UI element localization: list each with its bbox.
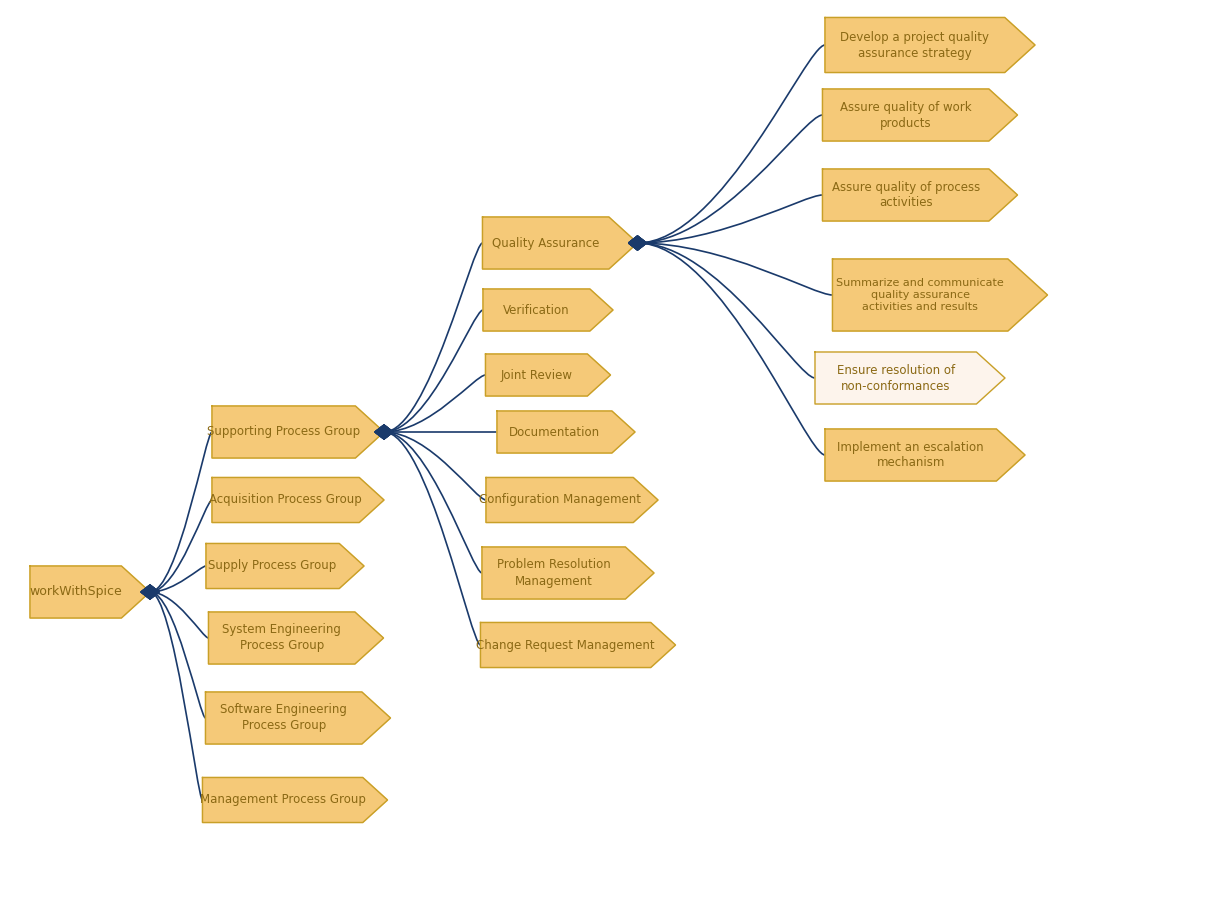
Text: Management Process Group: Management Process Group bbox=[199, 794, 366, 806]
Polygon shape bbox=[375, 425, 393, 439]
Polygon shape bbox=[486, 477, 658, 523]
Polygon shape bbox=[375, 425, 393, 439]
Polygon shape bbox=[375, 425, 393, 439]
Text: Configuration Management: Configuration Management bbox=[479, 494, 641, 506]
Polygon shape bbox=[629, 236, 647, 250]
Polygon shape bbox=[212, 477, 384, 523]
Polygon shape bbox=[482, 547, 654, 599]
Polygon shape bbox=[141, 585, 159, 599]
Polygon shape bbox=[629, 236, 647, 250]
Polygon shape bbox=[206, 692, 390, 744]
Text: Assure quality of work
products: Assure quality of work products bbox=[840, 101, 972, 130]
Text: Joint Review: Joint Review bbox=[501, 369, 573, 381]
Polygon shape bbox=[629, 236, 647, 250]
Polygon shape bbox=[483, 289, 613, 331]
Text: System Engineering
Process Group: System Engineering Process Group bbox=[223, 623, 342, 652]
Text: Software Engineering
Process Group: Software Engineering Process Group bbox=[220, 703, 347, 732]
Polygon shape bbox=[141, 585, 159, 599]
Polygon shape bbox=[203, 777, 388, 823]
Text: Supply Process Group: Supply Process Group bbox=[208, 560, 337, 573]
Polygon shape bbox=[30, 566, 150, 618]
Text: Ensure resolution of
non-conformances: Ensure resolution of non-conformances bbox=[837, 363, 955, 392]
Text: Summarize and communicate
quality assurance
activities and results: Summarize and communicate quality assura… bbox=[837, 277, 1004, 313]
Polygon shape bbox=[375, 425, 393, 439]
Text: Acquisition Process Group: Acquisition Process Group bbox=[209, 494, 362, 506]
Text: Supporting Process Group: Supporting Process Group bbox=[207, 426, 360, 439]
Polygon shape bbox=[815, 352, 1004, 404]
Polygon shape bbox=[141, 585, 159, 599]
Polygon shape bbox=[822, 89, 1018, 141]
Text: Quality Assurance: Quality Assurance bbox=[492, 236, 599, 249]
Text: Develop a project quality
assurance strategy: Develop a project quality assurance stra… bbox=[840, 31, 990, 60]
Polygon shape bbox=[629, 236, 647, 250]
Polygon shape bbox=[141, 585, 159, 599]
Polygon shape bbox=[824, 429, 1025, 481]
Polygon shape bbox=[485, 354, 610, 396]
Polygon shape bbox=[483, 217, 637, 269]
Polygon shape bbox=[206, 544, 364, 589]
Polygon shape bbox=[375, 425, 393, 439]
Polygon shape bbox=[824, 17, 1035, 72]
Text: Implement an escalation
mechanism: Implement an escalation mechanism bbox=[838, 440, 984, 469]
Text: Problem Resolution
Management: Problem Resolution Management bbox=[497, 558, 610, 587]
Polygon shape bbox=[822, 169, 1018, 221]
Polygon shape bbox=[497, 411, 635, 453]
Text: Verification: Verification bbox=[503, 304, 570, 316]
Polygon shape bbox=[629, 236, 647, 250]
Polygon shape bbox=[375, 425, 393, 439]
Polygon shape bbox=[375, 425, 393, 439]
Text: Change Request Management: Change Request Management bbox=[477, 639, 655, 651]
Polygon shape bbox=[212, 406, 384, 458]
Text: Documentation: Documentation bbox=[508, 426, 599, 439]
Polygon shape bbox=[141, 585, 159, 599]
Text: workWithSpice: workWithSpice bbox=[29, 585, 122, 599]
Polygon shape bbox=[480, 622, 676, 668]
Polygon shape bbox=[833, 259, 1047, 331]
Polygon shape bbox=[208, 612, 383, 664]
Polygon shape bbox=[629, 236, 647, 250]
Polygon shape bbox=[141, 585, 159, 599]
Text: Assure quality of process
activities: Assure quality of process activities bbox=[832, 180, 980, 209]
